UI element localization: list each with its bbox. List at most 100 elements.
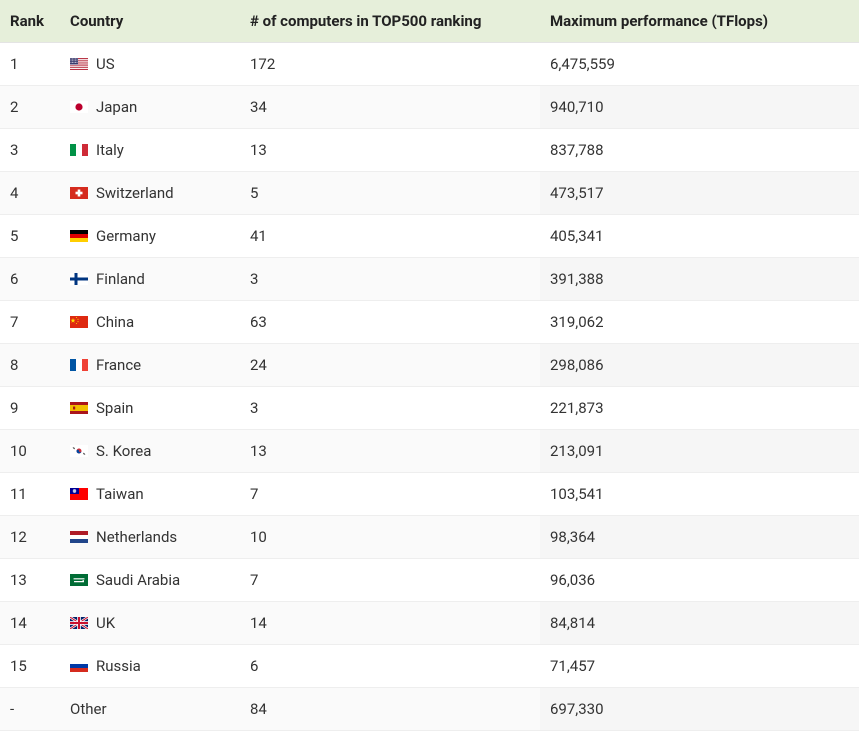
cell-rank: 5: [0, 215, 60, 258]
cell-performance: 319,062: [540, 301, 859, 344]
cell-performance: 837,788: [540, 129, 859, 172]
cell-performance: 697,330: [540, 688, 859, 731]
cell-country: Finland: [60, 258, 240, 301]
table-row: 9Spain3221,873: [0, 387, 859, 430]
flag-ch-icon: [70, 185, 88, 197]
flag-fr-icon: [70, 357, 88, 369]
cell-count: 63: [240, 301, 540, 344]
table-row: 11Taiwan7103,541: [0, 473, 859, 516]
flag-cn-icon: [70, 314, 88, 326]
cell-performance: 298,086: [540, 344, 859, 387]
flag-fi-icon: [70, 271, 88, 283]
cell-rank: 6: [0, 258, 60, 301]
country-name: China: [96, 313, 134, 331]
col-header-rank: Rank: [0, 0, 60, 43]
cell-performance: 71,457: [540, 645, 859, 688]
cell-rank: 4: [0, 172, 60, 215]
cell-country: Other: [60, 688, 240, 731]
flag-jp-icon: [70, 99, 88, 111]
flag-ru-icon: [70, 658, 88, 670]
cell-country: Switzerland: [60, 172, 240, 215]
cell-country: Russia: [60, 645, 240, 688]
table-row: 7China63319,062: [0, 301, 859, 344]
cell-country: S. Korea: [60, 430, 240, 473]
cell-rank: 1: [0, 43, 60, 86]
cell-count: 34: [240, 86, 540, 129]
cell-rank: -: [0, 688, 60, 731]
table-row: 5 Germany 41405,341: [0, 215, 859, 258]
table-row: 4Switzerland5473,517: [0, 172, 859, 215]
cell-rank: 10: [0, 430, 60, 473]
table-row: 3Italy13837,788: [0, 129, 859, 172]
cell-country: Saudi Arabia: [60, 559, 240, 602]
cell-performance: 391,388: [540, 258, 859, 301]
table-row: 10 S. Korea 13213,091: [0, 430, 859, 473]
table-row: 2Japan34940,710: [0, 86, 859, 129]
cell-count: 7: [240, 473, 540, 516]
country-name: US: [96, 55, 115, 73]
country-name: Germany: [96, 227, 156, 245]
cell-performance: 473,517: [540, 172, 859, 215]
country-name: Finland: [96, 270, 145, 288]
country-name: France: [96, 356, 141, 374]
cell-country: US: [60, 43, 240, 86]
country-name: Italy: [96, 141, 124, 159]
country-name: S. Korea: [96, 442, 151, 460]
country-name: Russia: [96, 657, 141, 675]
country-name: Saudi Arabia: [96, 571, 180, 589]
cell-performance: 221,873: [540, 387, 859, 430]
cell-country: Taiwan: [60, 473, 240, 516]
col-header-count: # of computers in TOP500 ranking: [240, 0, 540, 43]
flag-de-icon: [70, 228, 88, 240]
cell-count: 172: [240, 43, 540, 86]
cell-count: 7: [240, 559, 540, 602]
table-row: 14UK1484,814: [0, 602, 859, 645]
cell-count: 6: [240, 645, 540, 688]
cell-country: China: [60, 301, 240, 344]
table-row: 12Netherlands1098,364: [0, 516, 859, 559]
cell-rank: 15: [0, 645, 60, 688]
cell-performance: 98,364: [540, 516, 859, 559]
cell-rank: 8: [0, 344, 60, 387]
cell-performance: 940,710: [540, 86, 859, 129]
table-row: 13Saudi Arabia796,036: [0, 559, 859, 602]
cell-performance: 6,475,559: [540, 43, 859, 86]
cell-country: Italy: [60, 129, 240, 172]
flag-tw-icon: [70, 486, 88, 498]
flag-uk-icon: [70, 615, 88, 627]
cell-country: Japan: [60, 86, 240, 129]
table-row: 15 Russia 671,457: [0, 645, 859, 688]
country-name: Switzerland: [96, 184, 174, 202]
cell-count: 13: [240, 430, 540, 473]
table-row: 1 US 1726,475,559: [0, 43, 859, 86]
country-name: Japan: [96, 98, 137, 116]
table-row: 8 France 24298,086: [0, 344, 859, 387]
flag-sa-icon: [70, 572, 88, 584]
cell-count: 41: [240, 215, 540, 258]
flag-us-icon: [70, 56, 88, 68]
cell-rank: 13: [0, 559, 60, 602]
flag-it-icon: [70, 142, 88, 154]
flag-kr-icon: [70, 443, 88, 455]
cell-rank: 9: [0, 387, 60, 430]
cell-count: 84: [240, 688, 540, 731]
cell-count: 24: [240, 344, 540, 387]
cell-count: 3: [240, 258, 540, 301]
cell-rank: 12: [0, 516, 60, 559]
cell-performance: 213,091: [540, 430, 859, 473]
country-name: Taiwan: [96, 485, 144, 503]
cell-count: 3: [240, 387, 540, 430]
flag-nl-icon: [70, 529, 88, 541]
table-row: 6 Finland 3391,388: [0, 258, 859, 301]
cell-rank: 14: [0, 602, 60, 645]
cell-country: Netherlands: [60, 516, 240, 559]
cell-count: 14: [240, 602, 540, 645]
top500-table: Rank Country # of computers in TOP500 ra…: [0, 0, 859, 731]
flag-es-icon: [70, 400, 88, 412]
country-name: UK: [96, 614, 115, 632]
country-name: Netherlands: [96, 528, 177, 546]
cell-performance: 84,814: [540, 602, 859, 645]
cell-rank: 11: [0, 473, 60, 516]
cell-count: 13: [240, 129, 540, 172]
cell-performance: 405,341: [540, 215, 859, 258]
